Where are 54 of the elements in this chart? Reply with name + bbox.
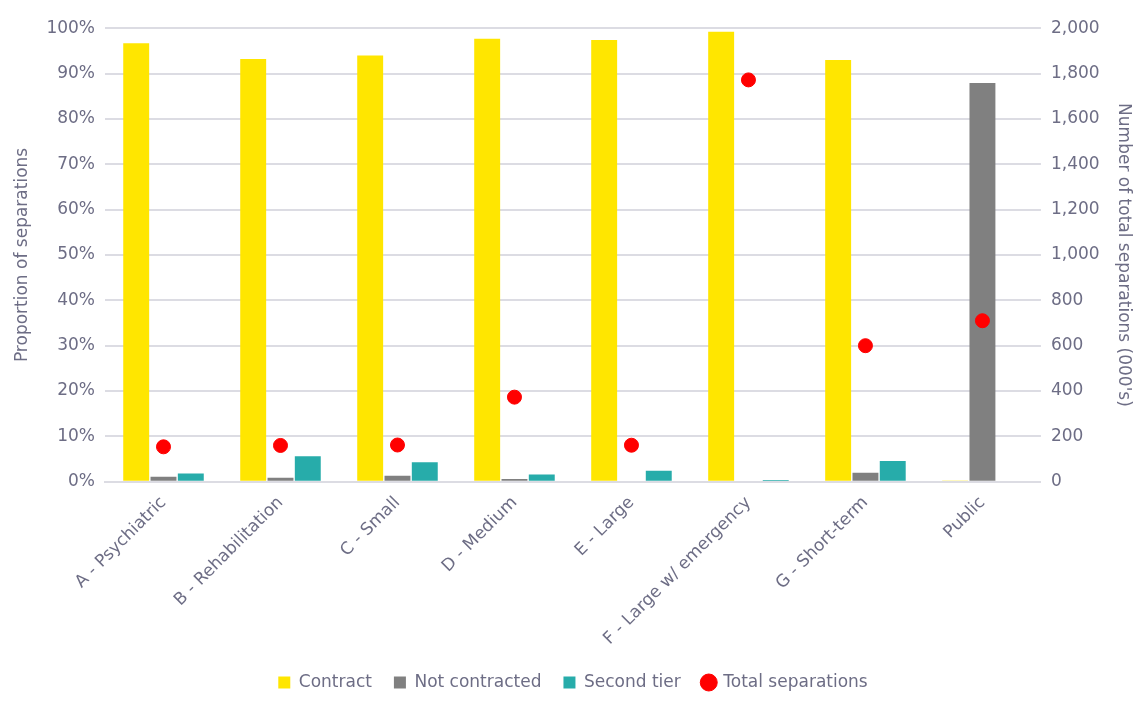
point (506, 389, 522, 405)
bar (591, 39, 618, 481)
y-tick-label: 30% (57, 334, 95, 355)
y-tick-label: 0% (68, 470, 95, 491)
bar (474, 38, 501, 481)
bar (177, 473, 204, 481)
point (623, 437, 639, 453)
legend-label: Not contracted (414, 670, 542, 691)
y-tick-label: 100% (46, 16, 95, 37)
point (156, 439, 171, 455)
bar (969, 83, 996, 481)
y2-tick-label: 1,800 (1050, 61, 1100, 82)
y-tick-label: 70% (57, 152, 95, 173)
y2-tick-label: 1,000 (1050, 243, 1100, 264)
y2-tick-label: 2,000 (1050, 16, 1100, 37)
y-tick-label: 60% (57, 198, 95, 219)
bar (294, 456, 321, 481)
y2-axis-title: Number of total separations (000's) (1115, 103, 1136, 407)
bar (852, 472, 879, 481)
bar (708, 31, 735, 481)
y2-tick-label: 1,200 (1050, 198, 1100, 219)
bar (825, 59, 852, 481)
point (272, 437, 288, 453)
y-tick-label: 90% (57, 61, 95, 82)
y2-tick-label: 600 (1050, 334, 1084, 355)
bar (645, 470, 672, 481)
bar (879, 460, 906, 481)
y-tick-label: 80% (57, 107, 95, 128)
y-axis-title: Proportion of separations (10, 147, 31, 363)
point (389, 437, 405, 453)
bar (123, 43, 150, 481)
y2-tick-label: 1,400 (1050, 152, 1100, 173)
bar (357, 55, 384, 481)
y2-tick-label: 200 (1050, 424, 1084, 445)
y-tick-label: 50% (57, 243, 95, 264)
y2-tick-label: 0 (1050, 470, 1062, 491)
bar (384, 475, 411, 481)
y-tick-label: 40% (57, 288, 95, 309)
y2-tick-label: 400 (1050, 379, 1084, 400)
y2-tick-label: 800 (1050, 288, 1084, 309)
legend-label: Second tier (583, 670, 681, 691)
legend-label: Contract (298, 670, 373, 691)
legend-label: Total separations (722, 670, 868, 691)
point (740, 72, 756, 88)
bar (267, 477, 294, 481)
y2-tick-label: 1,600 (1050, 107, 1100, 128)
point (974, 313, 990, 329)
point (857, 338, 873, 354)
bar (150, 476, 177, 481)
bar (411, 462, 438, 481)
y-tick-label: 10% (57, 424, 95, 445)
bar (528, 474, 555, 481)
y-tick-label: 20% (57, 379, 95, 400)
bar (240, 59, 267, 481)
